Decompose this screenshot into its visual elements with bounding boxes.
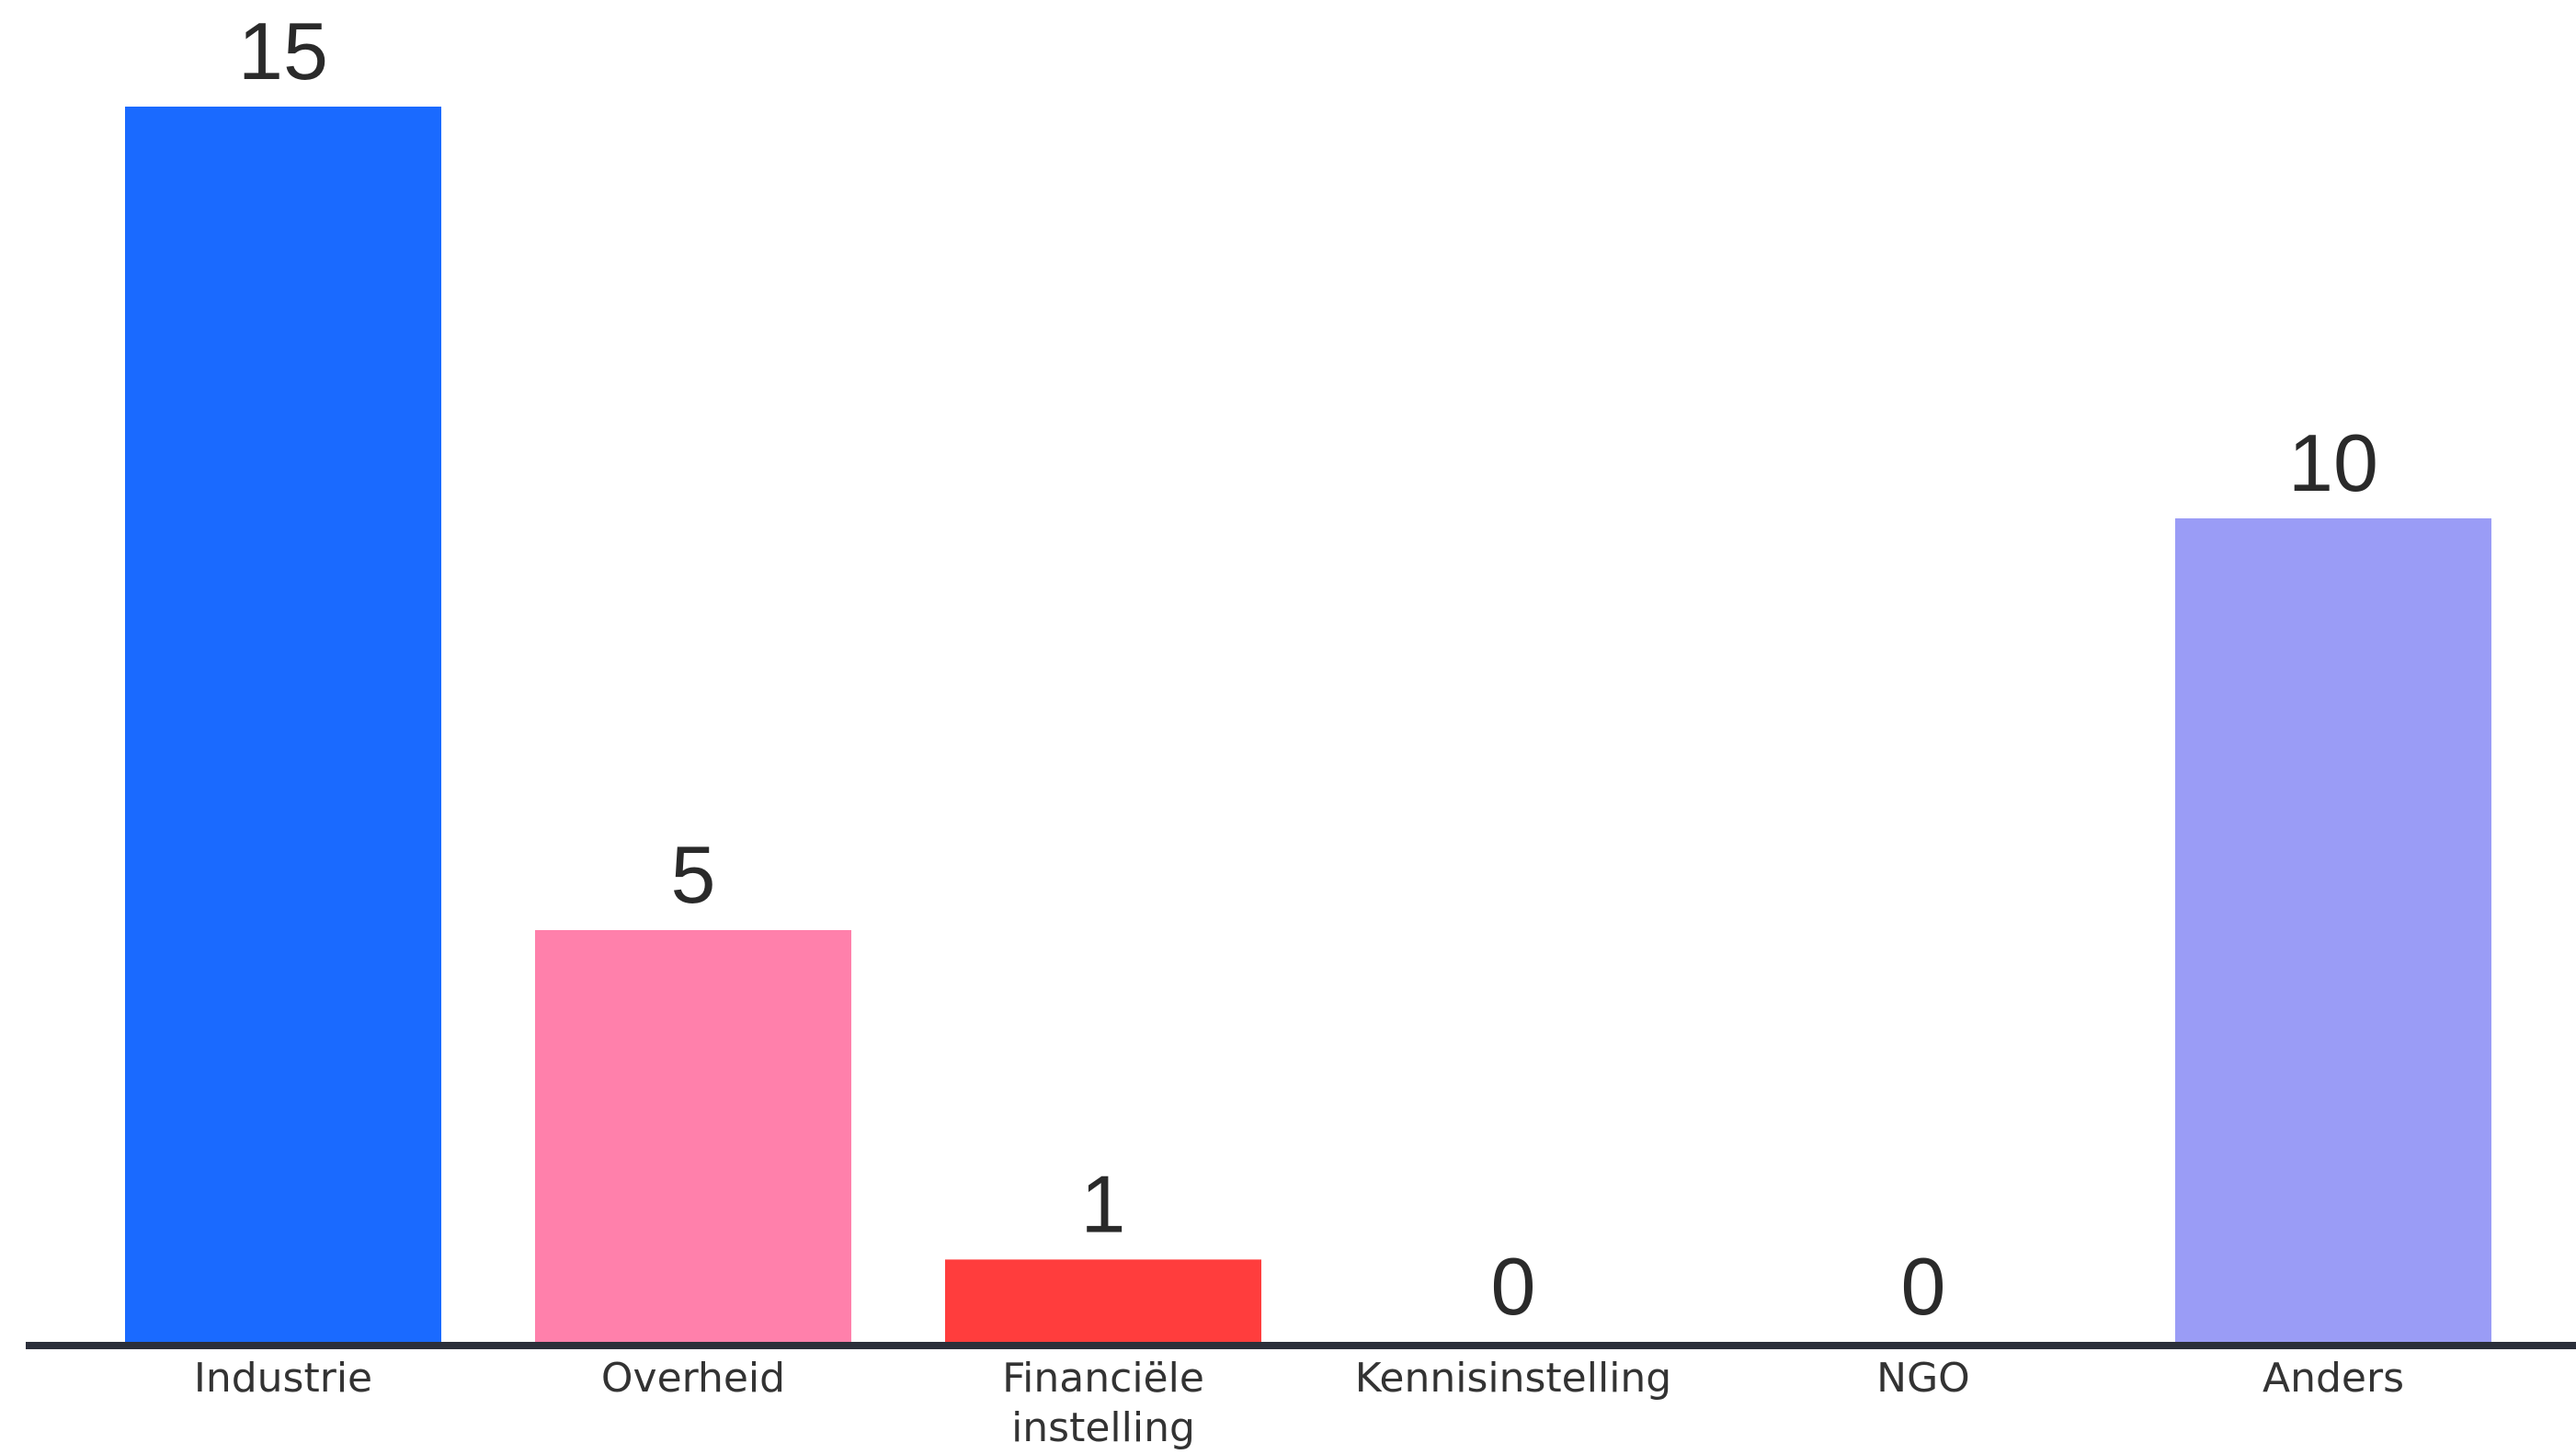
value-label-0: 15 — [238, 6, 328, 97]
category-label-line: Industrie — [194, 1355, 372, 1402]
value-label-2: 1 — [1081, 1158, 1126, 1249]
category-label-2: Financiële instelling — [1002, 1355, 1204, 1451]
category-label-line: Overheid — [601, 1355, 785, 1402]
value-label-4: 0 — [1901, 1241, 1946, 1332]
bar-2 — [945, 1259, 1261, 1342]
category-label-line: NGO — [1876, 1355, 1970, 1402]
category-label-4: NGO — [1876, 1355, 1970, 1402]
value-label-1: 5 — [671, 829, 716, 920]
category-label-0: Industrie — [194, 1355, 372, 1402]
category-label-5: Anders — [2263, 1355, 2404, 1402]
bars-layer — [125, 107, 2491, 1342]
category-label-line: instelling — [1011, 1404, 1195, 1451]
category-label-line: Anders — [2263, 1355, 2404, 1402]
value-label-5: 10 — [2288, 417, 2378, 508]
bar-1 — [535, 930, 851, 1342]
category-label-line: Financiële — [1002, 1355, 1204, 1402]
category-label-1: Overheid — [601, 1355, 785, 1402]
value-label-3: 0 — [1491, 1241, 1536, 1332]
bar-5 — [2175, 518, 2491, 1342]
bar-0 — [125, 107, 441, 1342]
category-label-line: Kennisinstelling — [1355, 1355, 1672, 1402]
category-labels-layer: Industrie Overheid Financiële instelling Ken… — [194, 1355, 2404, 1451]
category-label-3: Kennisinstelling — [1355, 1355, 1672, 1402]
